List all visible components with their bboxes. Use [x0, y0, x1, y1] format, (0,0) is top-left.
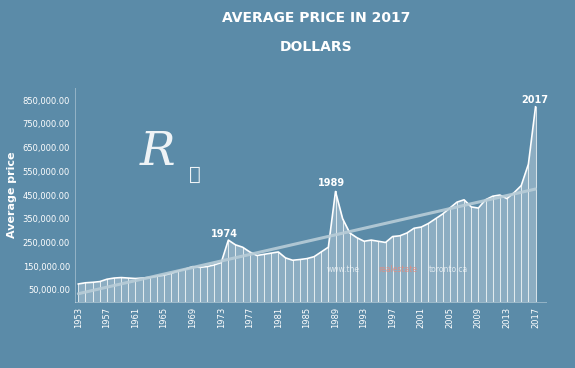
Text: AVERAGE PRICE IN 2017: AVERAGE PRICE IN 2017 — [222, 11, 411, 25]
Y-axis label: Average price: Average price — [7, 152, 17, 238]
Text: toronto.ca: toronto.ca — [429, 265, 468, 274]
Text: DOLLARS: DOLLARS — [280, 40, 352, 54]
X-axis label: Year: Year — [296, 367, 325, 368]
Text: 2017: 2017 — [522, 95, 548, 105]
Text: 1989: 1989 — [317, 177, 345, 188]
Text: www.the: www.the — [327, 265, 360, 274]
Text: 1974: 1974 — [210, 229, 237, 239]
Text: ͦ: ͦ — [189, 165, 201, 184]
Text: realestate: realestate — [378, 265, 417, 274]
Text: R: R — [140, 130, 175, 175]
